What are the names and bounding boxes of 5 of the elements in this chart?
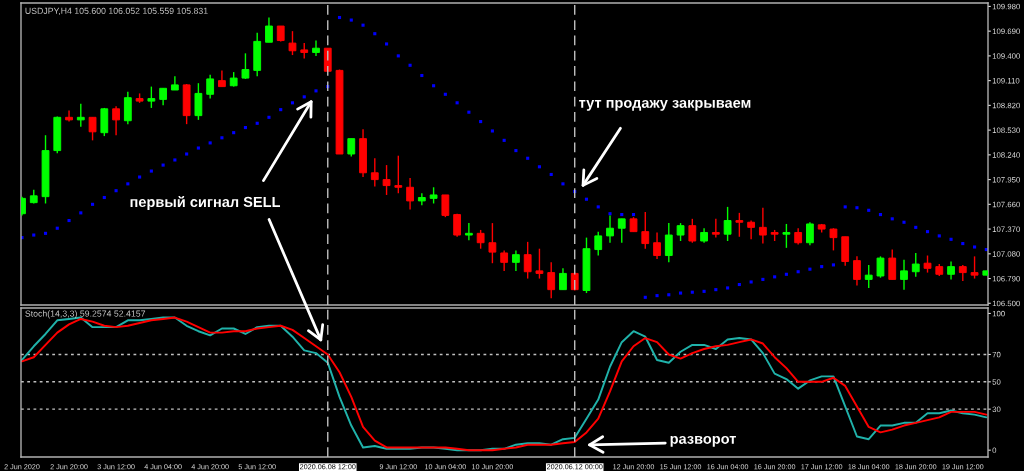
annotation: первый сигнал SELL [130,196,281,210]
chart-title: USDJPY,H4 105.600 106.052 105.559 105.831 [25,7,208,15]
annotation: разворот [670,435,736,447]
annotation: тут продажу закрываем [579,99,751,111]
chart-title: Stoch(14,3,3) 59.2574 52.4157 [25,310,146,319]
